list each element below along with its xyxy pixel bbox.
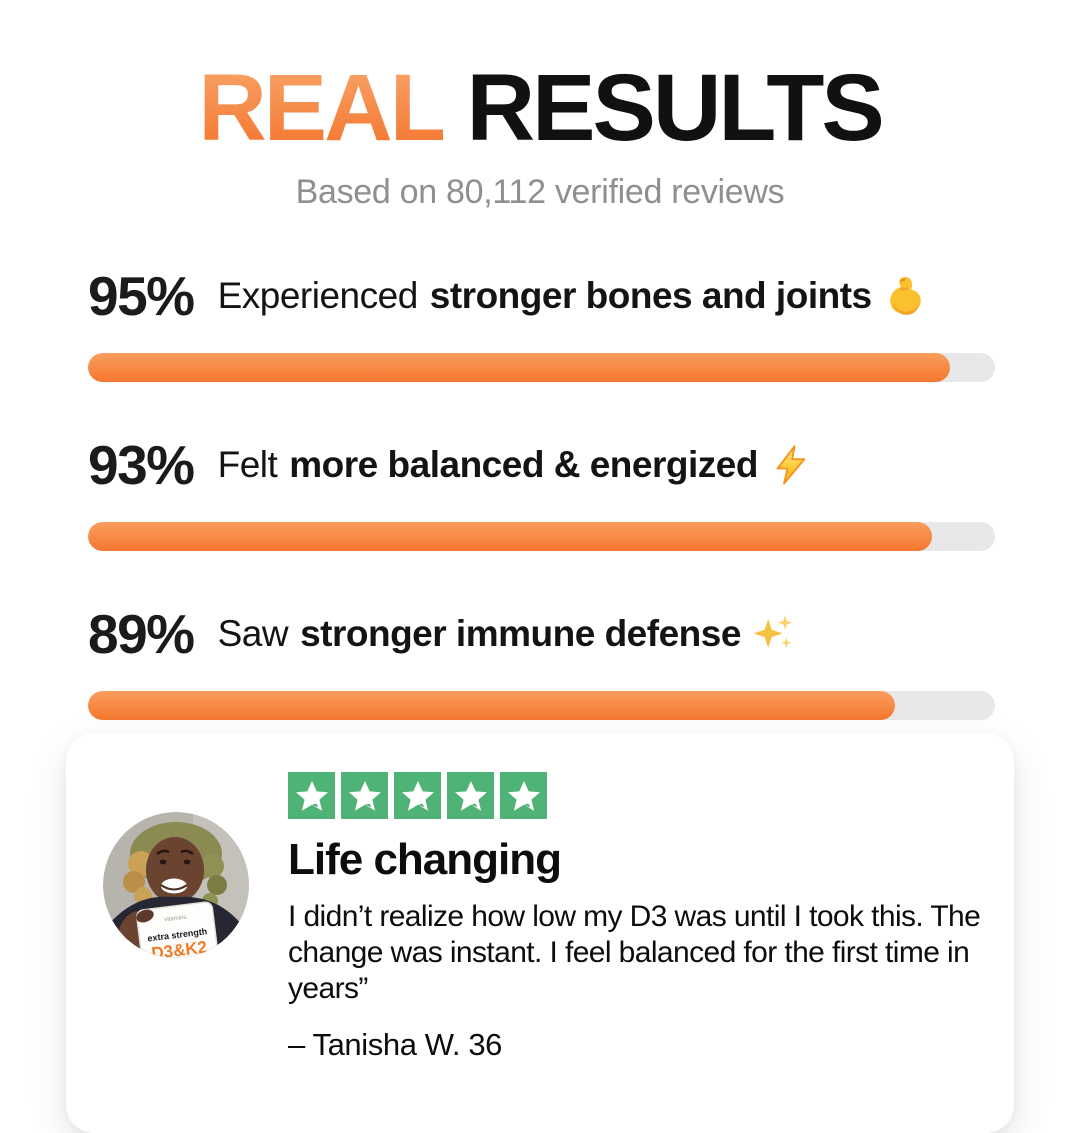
review-quote: I didn’t realize how low my D3 was until…: [288, 900, 981, 1005]
stat-label: 93% Felt more balanced & energized: [88, 433, 995, 497]
progress-track: [88, 690, 995, 720]
stat-description: Saw stronger immune defense: [218, 613, 795, 655]
stat-highlight: stronger immune defense: [300, 612, 741, 654]
progress-fill: [88, 690, 896, 720]
review-content: Life changing I didn’t realize how low m…: [288, 772, 988, 1063]
stat-row-energy: 93% Felt more balanced & energized: [88, 433, 995, 551]
page-title: REAL RESULTS: [0, 60, 1080, 157]
stats-section: 95% Experienced stronger bones and joint…: [88, 264, 995, 720]
progress-fill: [88, 352, 950, 382]
stat-description: Felt more balanced & energized: [218, 444, 812, 486]
stat-percent: 95%: [88, 264, 195, 327]
trustpilot-star-icon: [500, 772, 547, 819]
stat-description: Experienced stronger bones and joints: [218, 275, 926, 317]
stat-prefix: Experienced: [217, 274, 419, 316]
svg-text:vitamins: vitamins: [164, 915, 187, 924]
star-rating: [288, 772, 988, 819]
title-accent: REAL: [198, 55, 446, 161]
reviewer-avatar: vitamins extra strength D3&K2: [103, 812, 249, 958]
stat-percent: 89%: [88, 602, 195, 665]
review-title: Life changing: [288, 835, 562, 884]
stat-row-immune: 89% Saw stronger immune defense: [88, 602, 995, 720]
progress-track: [88, 352, 995, 382]
reviews-subtitle: Based on 80,112 verified reviews: [295, 172, 785, 211]
trustpilot-star-icon: [341, 772, 388, 819]
stat-highlight: stronger bones and joints: [429, 274, 872, 316]
svg-text:D3&K2: D3&K2: [150, 937, 208, 958]
stat-label: 95% Experienced stronger bones and joint…: [88, 264, 995, 328]
trustpilot-star-icon: [288, 772, 335, 819]
trustpilot-star-icon: [394, 772, 441, 819]
header: REAL RESULTS Based on 80,112 verified re…: [0, 0, 1080, 212]
stat-prefix: Felt: [217, 443, 278, 485]
sparkles-icon: [753, 613, 795, 655]
review-card: vitamins extra strength D3&K2: [66, 733, 1014, 1133]
flexed-biceps-icon: [884, 275, 926, 317]
progress-track: [88, 521, 995, 551]
progress-fill: [88, 521, 932, 551]
title-rest: RESULTS: [466, 55, 884, 161]
stat-label: 89% Saw stronger immune defense: [88, 602, 995, 666]
stat-percent: 93%: [88, 433, 195, 496]
stat-row-bones: 95% Experienced stronger bones and joint…: [88, 264, 995, 382]
review-attribution: – Tanisha W. 36: [288, 1027, 503, 1062]
stat-highlight: more balanced & energized: [289, 443, 758, 485]
trustpilot-star-icon: [447, 772, 494, 819]
high-voltage-icon: [770, 444, 812, 486]
stat-prefix: Saw: [217, 612, 289, 654]
real-results-infographic: REAL RESULTS Based on 80,112 verified re…: [0, 0, 1080, 1062]
